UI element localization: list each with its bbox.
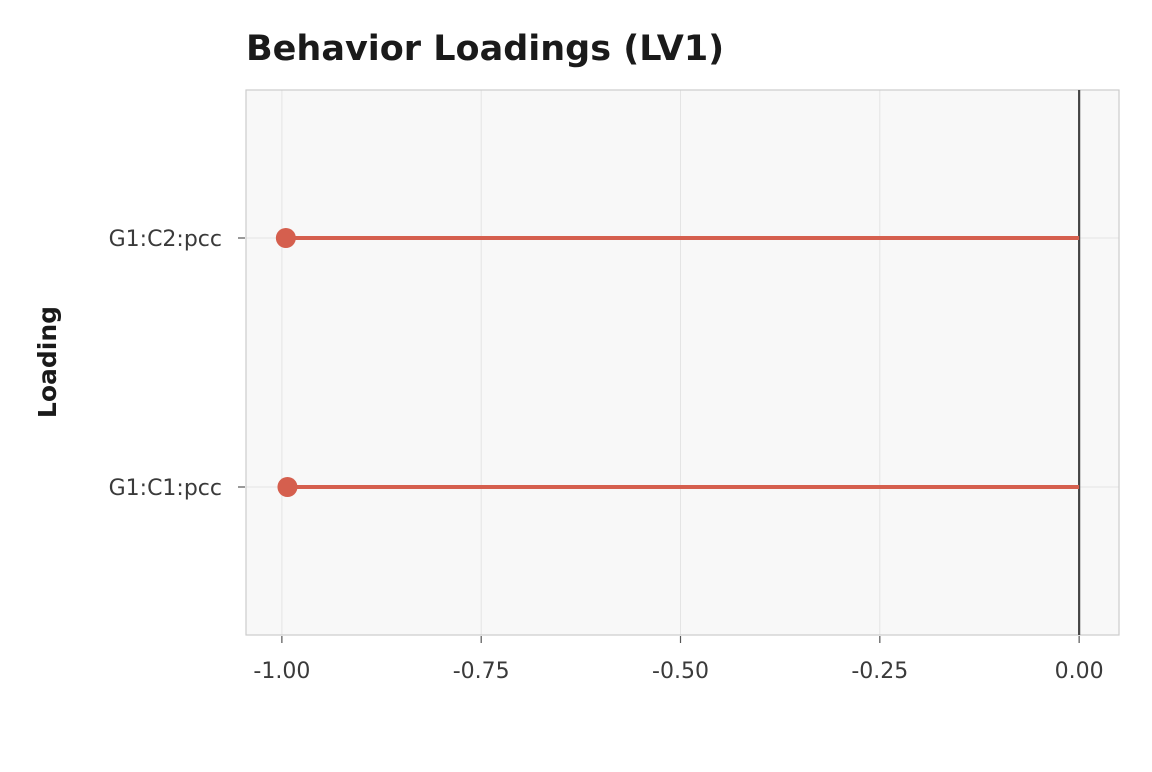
y-tick-label: G1:C1:pcc xyxy=(109,476,222,501)
plot-area: G1:C2:pcc G1:C1:pcc -1.00 -0.75 -0.50 -0.25 0.… xyxy=(109,89,1120,684)
chart-title: Behavior Loadings (LV1) xyxy=(246,29,724,69)
x-tick-label: 0.00 xyxy=(1055,659,1104,684)
x-tick-label: -0.75 xyxy=(453,659,510,684)
plot-panel-border xyxy=(245,89,1120,636)
y-axis-label: Loading xyxy=(33,306,62,418)
lollipop-point xyxy=(277,477,298,497)
plot-panel-background xyxy=(246,90,1119,635)
x-tick-label: -1.00 xyxy=(253,659,310,684)
x-tick-label: -0.25 xyxy=(851,659,908,684)
lollipop-point xyxy=(275,228,296,248)
x-tick-label: -0.50 xyxy=(652,659,709,684)
y-tick-label: G1:C2:pcc xyxy=(109,227,222,252)
